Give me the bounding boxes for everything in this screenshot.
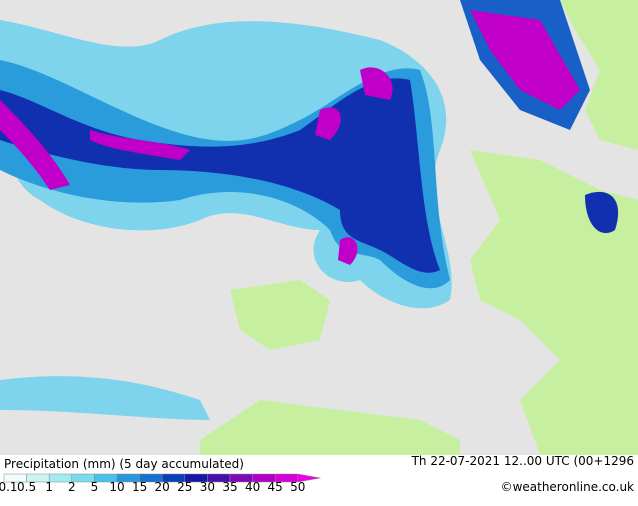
credit: ©weatheronline.co.uk <box>501 480 634 494</box>
legend-label: 25 <box>177 480 192 494</box>
legend-label: 10 <box>109 480 124 494</box>
land <box>230 280 330 350</box>
map <box>0 0 638 455</box>
legend-label: 0.5 <box>17 480 36 494</box>
legend-swatch <box>297 473 321 483</box>
precip-extreme <box>470 10 580 110</box>
legend-label: 2 <box>68 480 76 494</box>
legend-label: 45 <box>268 480 283 494</box>
legend-label: 50 <box>290 480 305 494</box>
precip-heavy <box>585 191 619 234</box>
legend: 0.1 0.5 1 2 5 10 15 20 25 30 35 40 45 50 <box>0 473 321 494</box>
legend-label: 20 <box>155 480 170 494</box>
legend-label: 1 <box>45 480 53 494</box>
legend-label: 0.1 <box>0 480 18 494</box>
land <box>560 0 638 150</box>
legend-label: 5 <box>91 480 99 494</box>
legend-label: 30 <box>200 480 215 494</box>
land <box>200 400 460 455</box>
precip-light <box>0 376 210 420</box>
valid-time: Th 22-07-2021 12..00 UTC (00+1296 <box>411 454 634 468</box>
map-title: Precipitation (mm) (5 day accumulated) <box>4 457 244 471</box>
legend-label: 15 <box>132 480 147 494</box>
legend-label: 40 <box>245 480 260 494</box>
precip-extreme <box>0 67 393 265</box>
legend-label: 35 <box>222 480 237 494</box>
